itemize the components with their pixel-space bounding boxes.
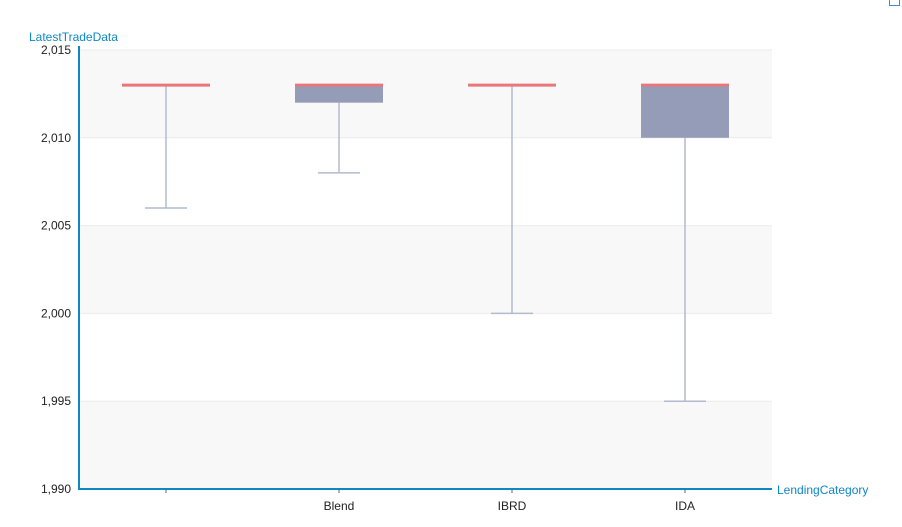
- plot-background-bands: [79, 50, 772, 489]
- plot-band: [79, 225, 772, 314]
- box-Blend: [295, 83, 383, 174]
- plot-band: [79, 401, 772, 489]
- box-body: [295, 85, 383, 103]
- y-axis-ticks: 1,990 1,995 2,000 2,005 2,010 2,015: [41, 43, 71, 496]
- axes: [78, 46, 772, 490]
- box-IBRD: [468, 83, 556, 315]
- plot-band: [79, 137, 772, 226]
- box-body: [641, 85, 729, 138]
- box-IDA: [641, 83, 729, 402]
- y-tick-label: 1,995: [41, 394, 71, 408]
- y-tick-label: 2,010: [41, 131, 71, 145]
- box-series: [122, 83, 729, 402]
- export-icon[interactable]: [889, 0, 900, 6]
- y-axis-title: LatestTradeData: [29, 30, 118, 44]
- y-tick-label: 2,015: [41, 43, 71, 57]
- x-tick-label: IDA: [675, 499, 695, 513]
- y-tick-label: 2,000: [41, 306, 71, 320]
- plot-band: [79, 313, 772, 402]
- y-tick-label: 2,005: [41, 219, 71, 233]
- x-tick-label: IBRD: [498, 499, 527, 513]
- box-blank: [122, 83, 210, 209]
- x-tick-label: Blend: [324, 499, 355, 513]
- y-tick-label: 1,990: [41, 482, 71, 496]
- x-axis-ticks: Blend IBRD IDA: [165, 489, 695, 513]
- x-axis-title: LendingCategory: [777, 483, 868, 497]
